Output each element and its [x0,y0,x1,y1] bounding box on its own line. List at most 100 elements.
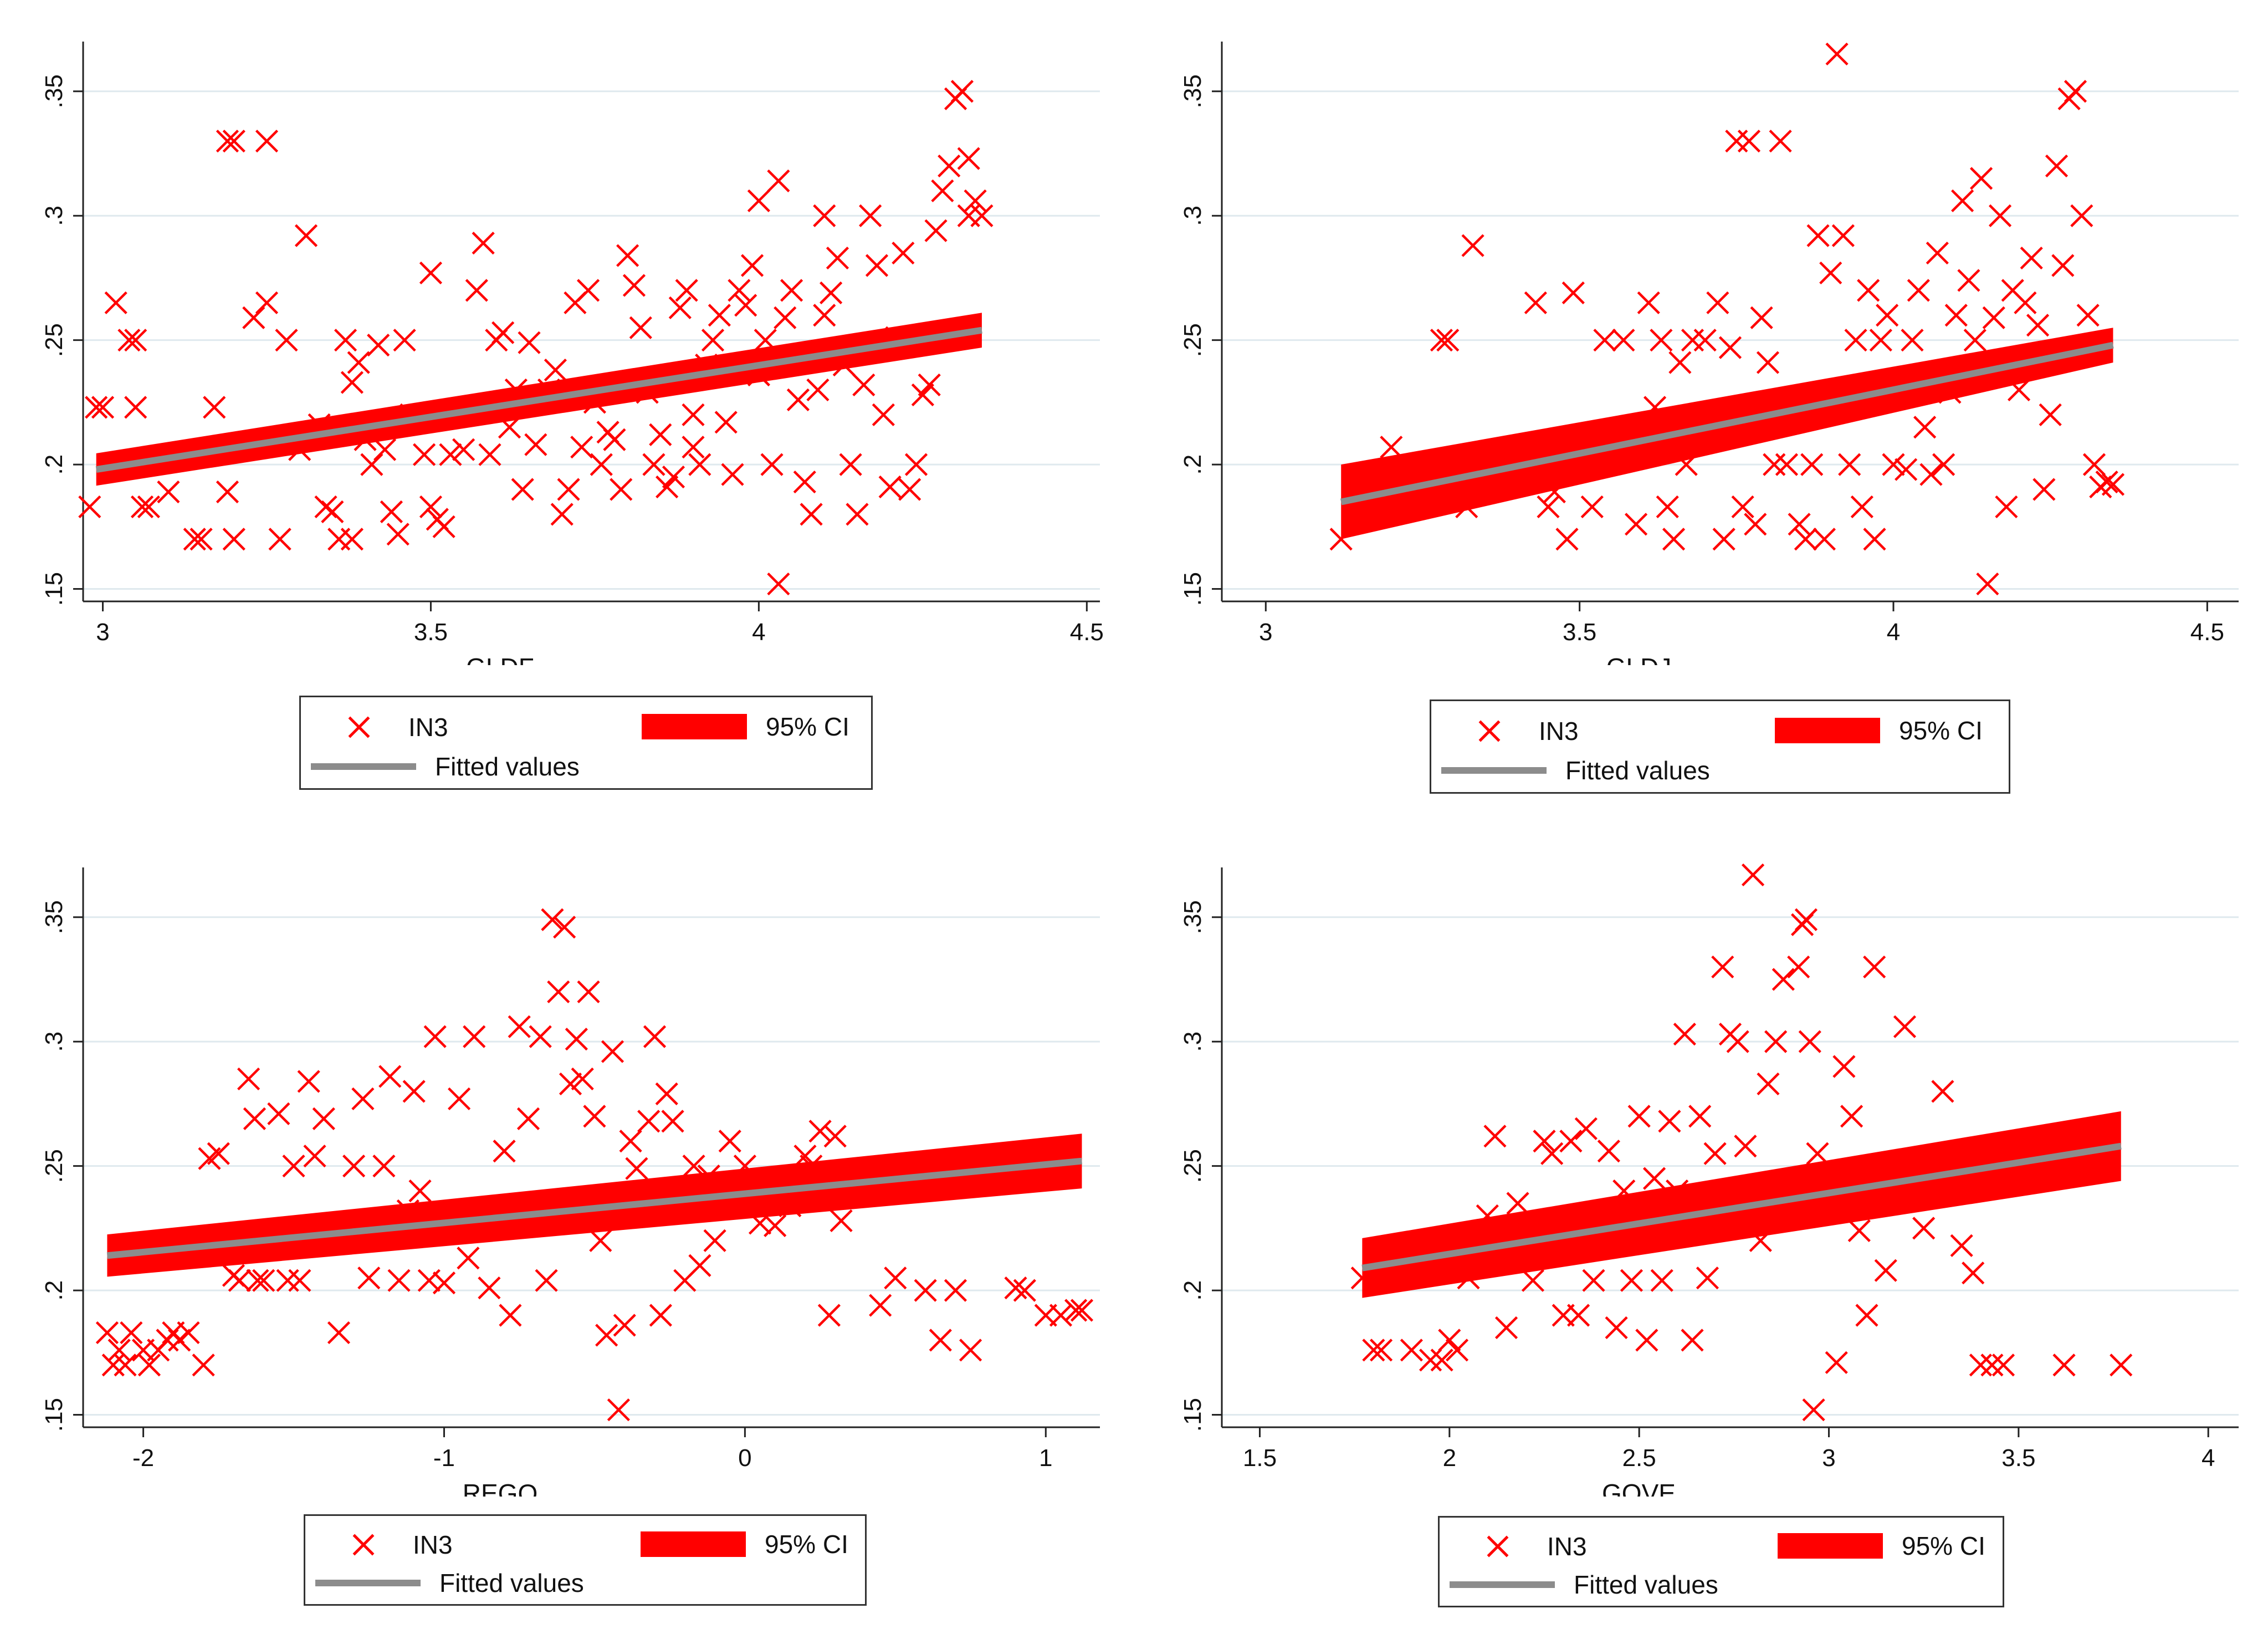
data-point [340,528,364,551]
data-point [817,1304,841,1327]
data-point [101,1354,125,1377]
legend-item-fitted: Fitted values [315,1568,584,1598]
data-point [1524,291,1547,314]
legend-item-in3: IN3 [1467,1531,1587,1562]
data-point [1597,1140,1620,1163]
data-point [565,1028,588,1051]
data-point [417,1269,441,1292]
y-tick-label: .3 [1179,1032,1206,1052]
x-tick-label: 3.5 [1563,619,1596,646]
data-point [529,1025,552,1048]
data-point [1825,1351,1848,1374]
data-point [1874,1259,1897,1282]
data-point [1800,453,1824,476]
x-axis-title: GOVE [1602,1479,1676,1497]
data-point [1004,1276,1027,1300]
data-point [688,453,711,476]
data-point [1744,513,1767,536]
data-point [2095,470,2118,494]
data-point [282,1155,305,1178]
data-point [1855,1304,1878,1327]
data-point [1049,1304,1073,1327]
data-point [649,423,672,446]
data-point [1430,329,1453,352]
legend-item-in3: IN3 [1459,716,1579,747]
data-point [137,1354,161,1377]
data-point [1737,129,1761,153]
data-point [767,572,790,596]
data-point [387,1269,411,1292]
data-point [616,244,639,267]
data-point [1706,291,1729,314]
data-point [360,453,383,476]
fit-line-swatch [1441,767,1547,774]
data-point [1995,495,2018,519]
data-point [1775,453,1799,476]
data-point [419,495,443,519]
data-point [1625,513,1648,536]
y-tick-label: .2 [40,1280,68,1301]
data-point [1567,1304,1590,1327]
data-point [1681,1329,1704,1352]
data-point [378,1065,402,1088]
data-point [1788,513,1811,536]
y-tick-label: .2 [1179,1280,1206,1301]
legend-item-ci: 95% CI [1775,716,1983,745]
data-point [878,475,902,499]
data-point [419,261,443,285]
data-point [478,443,501,466]
ci-band-swatch [1775,718,1880,743]
data-point [1656,495,1679,519]
data-point [2045,154,2069,178]
fit-line-swatch [311,763,416,770]
data-point [1806,224,1830,247]
data-point [1741,863,1765,887]
data-point [334,329,357,352]
y-tick-label: .3 [40,1032,68,1052]
data-point [91,396,115,419]
x-tick-label: 3 [1822,1444,1835,1472]
y-tick-label: .2 [1179,455,1206,475]
y-tick-label: .35 [40,900,68,934]
data-point [1731,495,1754,519]
data-point [557,478,580,501]
data-point [603,428,626,451]
data-point [1703,1142,1727,1165]
y-tick-label: .35 [40,74,68,108]
data-point [1876,304,1899,327]
data-point [570,436,593,459]
data-point [740,254,764,277]
data-point [869,1294,892,1317]
data-point [625,1157,648,1180]
data-point [767,169,790,192]
data-point [1969,167,1993,190]
legend-item-fitted: Fitted values [1441,755,1710,785]
data-point [2033,478,2056,501]
data-point [714,411,738,434]
data-point [541,908,564,931]
data-point [892,241,915,265]
data-point [463,1025,486,1048]
data-point [839,453,862,476]
data-point [808,1120,832,1143]
data-point [2014,291,2037,314]
data-point [372,1155,396,1178]
data-point [367,334,390,357]
legend-item-in3: IN3 [329,712,448,743]
data-point [865,254,889,277]
y-tick-label: .15 [1179,572,1206,606]
data-point [408,1179,432,1203]
data-point [830,1209,853,1233]
data-point [1483,1125,1507,1148]
legend-label-fitted: Fitted values [1565,756,1710,785]
data-point [95,1321,119,1345]
data-point [275,329,298,352]
data-point [192,1354,215,1377]
fitted-line [106,1157,1083,1259]
data-point [1521,1269,1545,1292]
chart-gove: .15 .2 .25 .3 .35 1.5 2 2.5 3 3.5 4 GOVE [1179,863,2239,1497]
data-point [553,916,576,939]
data-point [493,1140,516,1163]
data-point [267,1102,290,1125]
data-point [340,371,364,394]
